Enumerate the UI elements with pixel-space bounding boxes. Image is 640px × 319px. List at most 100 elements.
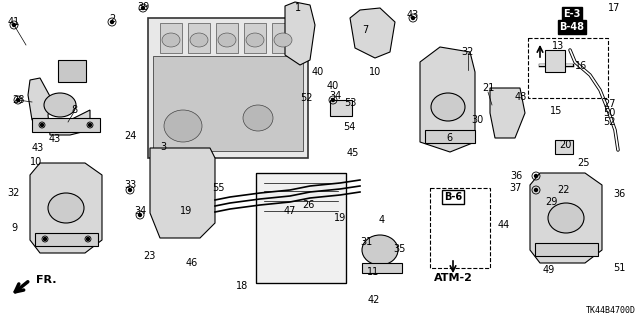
Text: 43: 43 [32,143,44,153]
Text: 29: 29 [545,197,557,207]
Bar [58,60,86,82]
Text: 1: 1 [295,3,301,13]
Text: 23: 23 [143,251,155,261]
Polygon shape [530,173,602,263]
Text: 20: 20 [559,140,571,150]
Polygon shape [30,163,102,253]
Text: 11: 11 [367,267,379,277]
Text: 37: 37 [510,183,522,193]
Text: 17: 17 [608,3,620,13]
Text: 54: 54 [343,122,355,132]
Text: 35: 35 [393,244,405,254]
Text: 48: 48 [515,92,527,102]
Text: 50: 50 [603,108,615,118]
Circle shape [111,20,113,24]
Text: 16: 16 [575,61,587,71]
Text: 55: 55 [212,183,224,193]
Bar [362,263,402,273]
Text: 31: 31 [360,237,372,247]
Circle shape [40,123,44,127]
Text: 53: 53 [344,98,356,108]
Bar [545,50,565,72]
Text: 25: 25 [577,158,589,168]
Ellipse shape [162,33,180,47]
Text: E-3: E-3 [563,9,580,19]
Ellipse shape [431,93,465,121]
Ellipse shape [164,110,202,142]
Polygon shape [285,2,315,65]
Text: 4: 4 [379,215,385,225]
Circle shape [534,189,538,191]
Text: 26: 26 [302,200,314,210]
Text: 43: 43 [49,134,61,144]
Text: TK44B4700D: TK44B4700D [586,306,636,315]
Ellipse shape [548,203,584,233]
Text: 44: 44 [498,220,510,230]
Text: 22: 22 [557,185,569,195]
Text: 32: 32 [8,188,20,198]
Text: 52: 52 [300,93,312,103]
Bar [256,173,346,283]
Bar [256,173,346,283]
Text: 10: 10 [369,67,381,77]
Text: 40: 40 [327,81,339,91]
Bar [32,118,100,132]
Circle shape [44,238,47,241]
Text: 47: 47 [284,206,296,216]
Bar [330,100,352,116]
Text: 21: 21 [482,83,494,93]
Polygon shape [490,88,525,138]
Ellipse shape [218,33,236,47]
Text: 32: 32 [462,47,474,57]
Ellipse shape [48,193,84,223]
Circle shape [86,238,90,241]
Text: 42: 42 [368,295,380,305]
Circle shape [88,123,92,127]
Bar [272,23,294,53]
Text: 33: 33 [124,180,136,190]
Text: 28: 28 [12,95,24,105]
Circle shape [17,99,19,101]
Text: 19: 19 [334,213,346,223]
Text: 8: 8 [71,105,77,115]
Bar [425,130,475,143]
Ellipse shape [44,93,76,117]
Bar [555,140,573,154]
Text: 13: 13 [552,41,564,51]
Bar [430,188,490,268]
Text: 18: 18 [236,281,248,291]
Ellipse shape [246,33,264,47]
Text: 2: 2 [109,14,115,24]
Text: 49: 49 [543,265,555,275]
Text: 41: 41 [8,17,20,27]
FancyBboxPatch shape [148,18,308,158]
Ellipse shape [190,33,208,47]
Text: 34: 34 [134,206,146,216]
Text: 24: 24 [124,131,136,141]
Ellipse shape [274,33,292,47]
Bar [153,56,303,151]
Bar [188,23,210,53]
Circle shape [412,17,415,19]
Text: 7: 7 [362,25,368,35]
Circle shape [129,189,131,191]
Text: 3: 3 [160,142,166,152]
Text: 52: 52 [603,117,615,127]
Circle shape [332,99,335,101]
Ellipse shape [243,105,273,131]
Polygon shape [28,78,90,135]
Text: ATM-2: ATM-2 [433,273,472,283]
Text: 6: 6 [446,133,452,143]
Text: 27: 27 [603,99,615,109]
Polygon shape [350,8,395,58]
Text: B-48: B-48 [559,22,584,32]
Text: 46: 46 [186,258,198,268]
Text: 36: 36 [613,189,625,199]
Bar [35,233,98,246]
Circle shape [138,213,141,217]
Bar [535,243,598,256]
Text: 9: 9 [11,223,17,233]
Text: 45: 45 [347,148,359,158]
Polygon shape [420,47,475,152]
Text: FR.: FR. [36,275,56,285]
